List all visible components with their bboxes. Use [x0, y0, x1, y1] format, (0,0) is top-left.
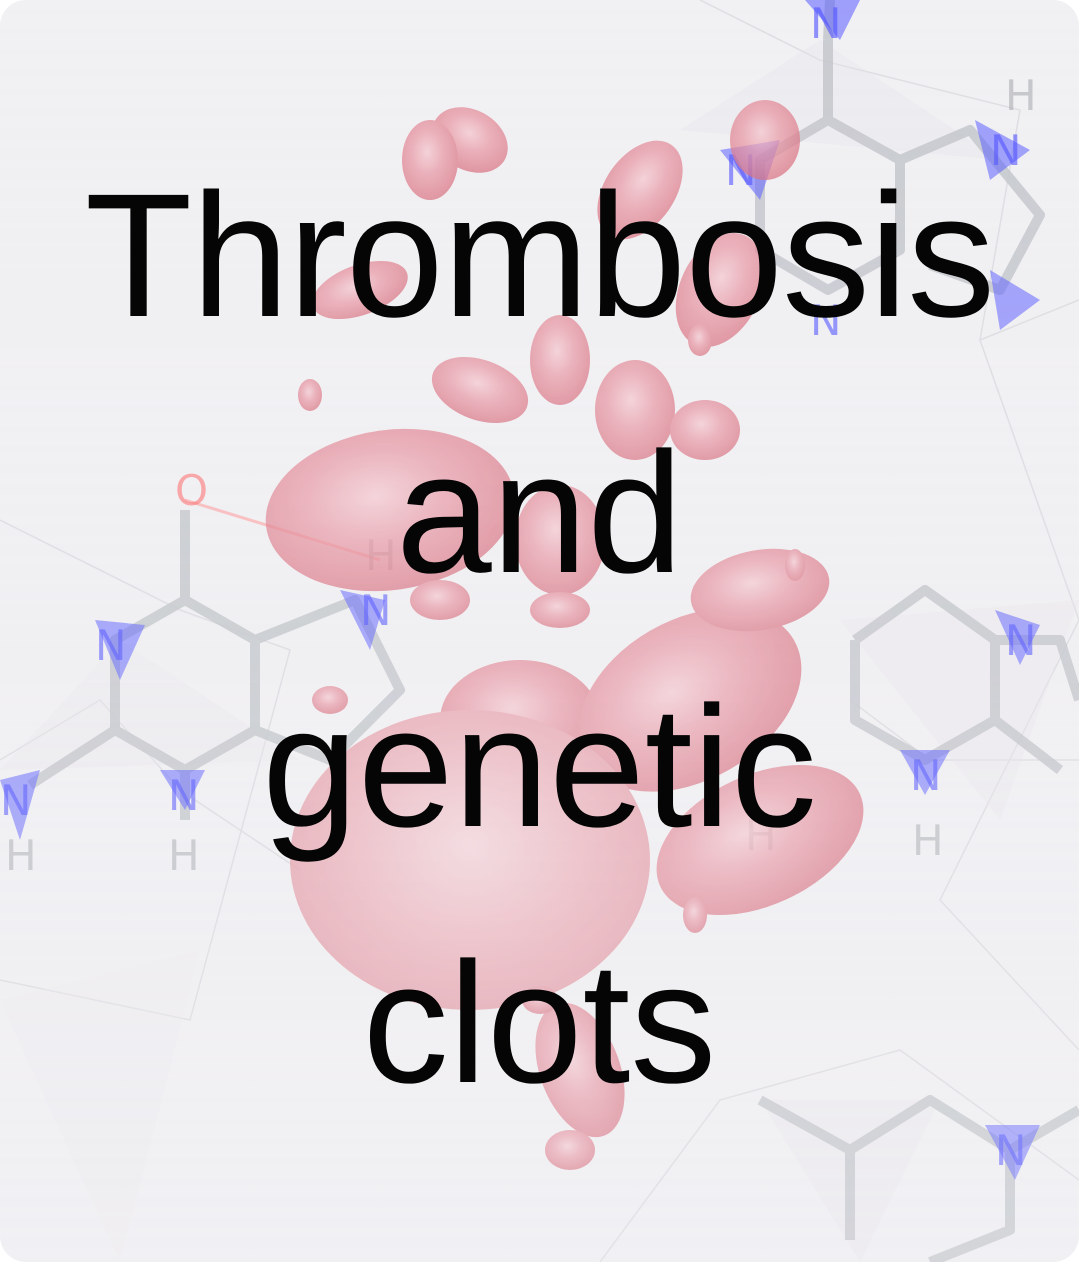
title-line-thrombosis: Thrombosis — [84, 158, 995, 354]
title-line-clots: clots — [362, 927, 717, 1119]
title-line-genetic: genetic — [262, 671, 817, 863]
title-line-and: and — [396, 417, 683, 609]
